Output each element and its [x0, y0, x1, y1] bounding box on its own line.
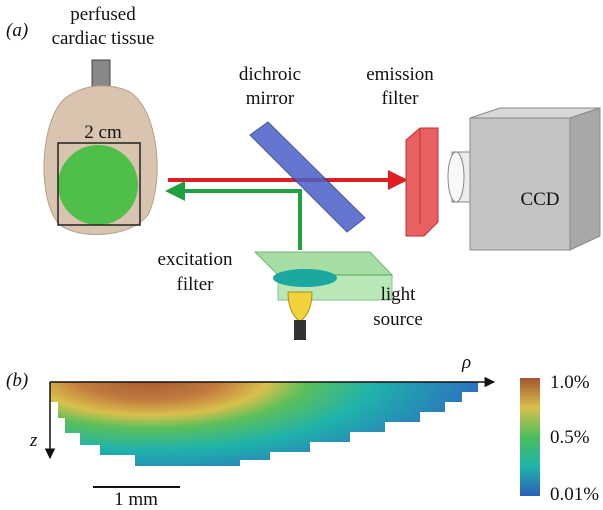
excitation-label: filter — [177, 274, 215, 295]
emission-label: filter — [382, 88, 420, 109]
beam-arrow — [388, 170, 408, 190]
heart — [44, 60, 157, 235]
colorbar-label: 1.0% — [550, 372, 590, 393]
excitation-beam — [180, 191, 300, 250]
scale-label: 2 cm — [84, 122, 122, 143]
fluorescence-map — [50, 382, 478, 466]
excitation-filter — [255, 252, 392, 300]
light-source — [288, 292, 312, 340]
figure: (a) perfused cardiac tissue 2 cm dichroi… — [0, 0, 603, 510]
beam-arrow — [165, 181, 185, 201]
z-label: z — [29, 430, 38, 451]
source-label: light — [381, 284, 417, 305]
dichroic-mirror — [250, 122, 365, 232]
emission-label: emission — [366, 64, 434, 85]
mirror-label: mirror — [246, 88, 295, 109]
panel-label: (b) — [6, 370, 28, 391]
colorbar — [520, 378, 540, 496]
mirror-label: dichroic — [239, 64, 301, 85]
ccd-camera — [448, 108, 600, 250]
ccd-label: CCD — [520, 189, 559, 210]
colorbar-label: 0.01% — [550, 484, 599, 505]
excitation-label: excitation — [158, 249, 233, 270]
colorbar-label: 0.5% — [550, 427, 590, 448]
panel-label: (a) — [6, 20, 28, 41]
scale-label: 1 mm — [114, 489, 158, 510]
tissue-label: cardiac tissue — [52, 28, 155, 49]
rho-label: ρ — [461, 352, 471, 373]
source-label: source — [373, 309, 423, 330]
emission-filter — [406, 128, 438, 236]
tissue-label: perfused — [70, 4, 136, 25]
